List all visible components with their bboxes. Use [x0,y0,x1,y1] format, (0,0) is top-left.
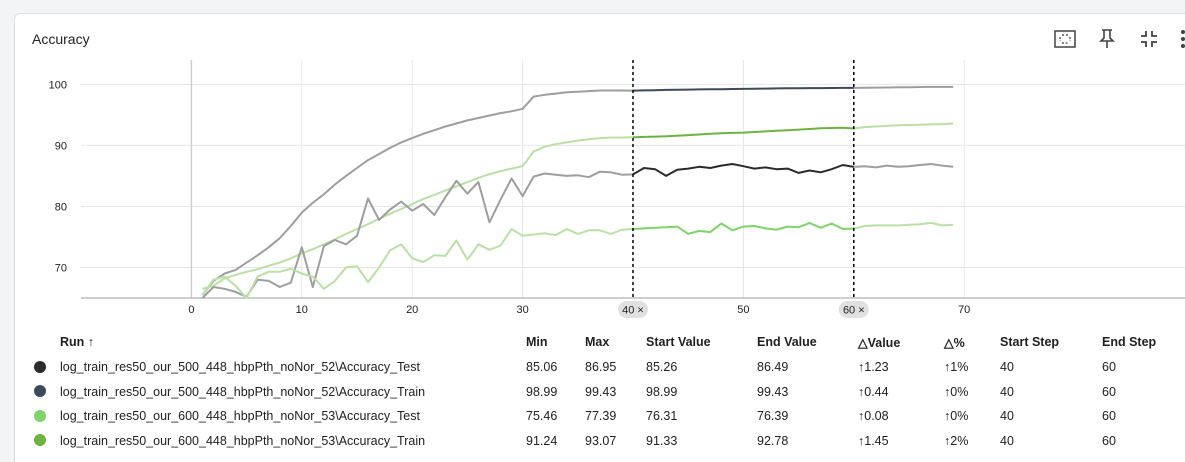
cell-end-step: 60 [1102,384,1116,399]
run-name: log_train_res50_our_600_448_hbpPth_noNor… [60,409,420,423]
cell-max: 86.95 [585,360,617,374]
header-run[interactable]: Run ↑ [60,335,95,349]
series-line-run2_test [632,221,854,235]
cell-end-step: 60 [1102,433,1116,448]
cell-end-value: 76.39 [757,409,789,423]
range-badge-bg[interactable] [618,301,648,318]
x-tick-label: 50 [737,304,749,316]
series-line-faded-run2_test [201,228,634,299]
cell-start-step: 40 [1000,433,1014,448]
run-name: log_train_res50_our_500_448_hbpPth_noNor… [60,360,420,374]
x-tick-label: 20 [406,304,418,316]
series-line-faded-run1_test [201,170,634,299]
cell-delta-pct: ↑1% [944,360,969,374]
collapse-icon [1141,31,1157,47]
cell-min: 85.06 [526,360,558,374]
range-badge-label[interactable]: 40 × [622,305,644,317]
range-badge-label[interactable]: 60 × [843,305,865,317]
cell-start-value: 98.99 [646,384,678,399]
cell-min: 91.24 [526,433,558,448]
cell-delta-pct: ↑0% [944,409,969,423]
cell-start-step: 40 [1000,360,1014,374]
cell-end-value: 99.43 [757,384,789,399]
series-line-run1_train [632,86,854,92]
cell-start-step: 40 [1000,384,1014,399]
header-min[interactable]: Min [526,335,548,349]
cell-delta-pct: ↑0% [944,384,969,399]
collapse-button[interactable] [1135,26,1163,52]
header-end-step[interactable]: End Step [1102,335,1157,349]
range-badge-bg[interactable] [838,301,869,318]
series-line-faded-run2_train [202,136,634,290]
run-name: log_train_res50_our_500_448_hbpPth_noNor… [60,384,426,399]
header-delta-pct[interactable]: △% [944,336,965,350]
cell-min: 75.46 [526,409,558,423]
y-tick-label: 100 [49,79,67,91]
cell-end-value: 92.78 [757,433,789,448]
card-title: Accuracy [32,31,90,47]
cell-end-step: 60 [1102,360,1116,374]
run-name: log_train_res50_our_600_448_hbpPth_noNor… [60,433,426,448]
cell-max: 77.39 [585,409,617,423]
fit-domain-button[interactable] [1051,26,1079,52]
cell-delta-pct: ↑2% [944,433,969,448]
run-color-dot[interactable] [34,360,46,373]
cell-start-step: 40 [1000,409,1014,423]
card-toolbar [1051,26,1185,52]
x-tick-label: 70 [958,304,970,316]
pin-icon [1099,29,1115,48]
series-line-run1_test [632,163,854,177]
y-tick-label: 80 [55,201,67,213]
cell-delta-value: ↑1.45 [858,433,889,448]
run-color-dot[interactable] [34,385,46,397]
series-line-faded-run2_test [853,221,954,230]
cell-min: 98.99 [526,384,558,399]
x-tick-label: 30 [516,304,528,316]
cell-start-value: 91.33 [646,433,678,448]
series-line-faded-run1_test [853,163,954,169]
cell-end-value: 86.49 [757,360,789,374]
header-start-step[interactable]: Start Step [1000,335,1060,349]
series-line-faded-run1_train [201,89,634,296]
cell-delta-value: ↑0.44 [858,384,889,399]
cell-delta-value: ↑0.08 [858,409,889,423]
cell-start-value: 76.31 [646,409,678,423]
header-delta-value[interactable]: △Value [858,336,901,350]
fit-domain-icon [1054,30,1076,48]
cell-delta-value: ↑1.23 [858,360,889,374]
y-tick-label: 70 [55,262,67,274]
run-color-dot[interactable] [34,434,46,446]
y-tick-label: 90 [55,140,67,152]
chart-card: Accuracy [14,13,1185,462]
more-icon [1181,30,1185,48]
range-badge[interactable]: 60 × [838,301,869,318]
pin-button[interactable] [1093,26,1121,52]
series-line-run2_train [632,126,854,139]
run-color-dot[interactable] [34,409,46,422]
cell-end-step: 60 [1102,409,1116,423]
cell-max: 93.07 [585,433,617,448]
cell-max: 99.43 [585,384,617,399]
header-start-value[interactable]: Start Value [646,335,711,349]
series-line-faded-run1_train [853,85,954,89]
accuracy-chart[interactable]: 70 80 90 100 0 10 20 30 50 70 40 × 60 × [0,0,1185,330]
cell-start-value: 85.26 [646,360,678,374]
range-badge[interactable]: 40 × [618,301,648,318]
header-max[interactable]: Max [585,335,610,349]
more-button[interactable] [1177,26,1185,52]
series-line-faded-run2_train [853,122,954,130]
x-tick-label: 10 [296,304,308,316]
header-end-value[interactable]: End Value [757,335,817,349]
x-tick-label: 0 [188,304,194,316]
